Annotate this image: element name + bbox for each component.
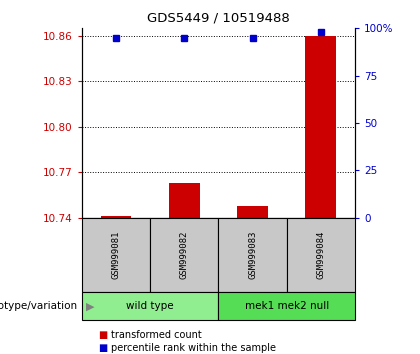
Text: genotype/variation: genotype/variation — [0, 301, 78, 311]
Text: ■: ■ — [98, 343, 108, 353]
Bar — [305, 36, 336, 218]
Bar — [237, 206, 268, 218]
Bar — [150, 218, 218, 292]
Bar — [169, 183, 200, 218]
Bar — [218, 218, 286, 292]
Text: GSM999083: GSM999083 — [248, 231, 257, 279]
Text: mek1 mek2 null: mek1 mek2 null — [244, 301, 329, 311]
Text: GSM999084: GSM999084 — [316, 231, 325, 279]
Bar — [218, 292, 355, 320]
Bar — [82, 218, 150, 292]
Title: GDS5449 / 10519488: GDS5449 / 10519488 — [147, 11, 290, 24]
Text: GSM999081: GSM999081 — [112, 231, 121, 279]
Bar — [286, 218, 355, 292]
Text: ■: ■ — [98, 330, 108, 339]
Text: wild type: wild type — [126, 301, 174, 311]
Bar — [82, 292, 218, 320]
Text: ▶: ▶ — [86, 301, 94, 311]
Bar — [101, 216, 131, 218]
Text: transformed count: transformed count — [111, 330, 202, 339]
Text: GSM999082: GSM999082 — [180, 231, 189, 279]
Text: percentile rank within the sample: percentile rank within the sample — [111, 343, 276, 353]
